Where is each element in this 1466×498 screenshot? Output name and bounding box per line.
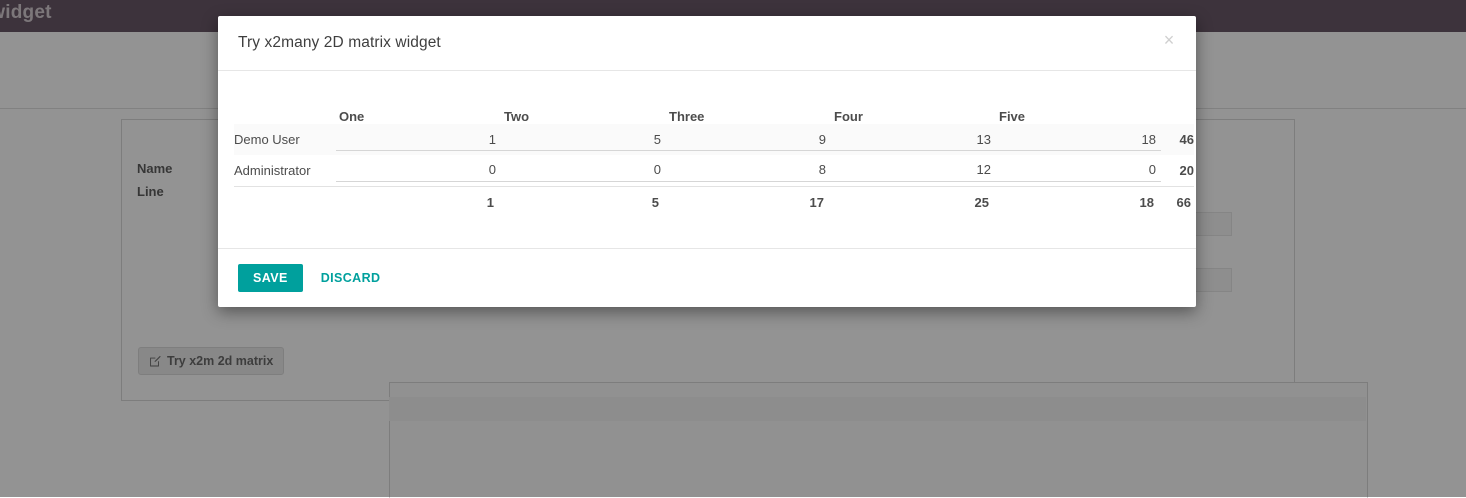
- matrix-foot: 1 5 17 25 18 66: [234, 185, 1194, 218]
- matrix-modal-dialog: Try x2many 2D matrix widget × One Two Th…: [218, 16, 1196, 307]
- matrix-input-demo-user-three[interactable]: [666, 128, 831, 151]
- modal-body: One Two Three Four Five Demo User: [218, 71, 1196, 248]
- matrix-column-header-five: Five: [999, 109, 1026, 124]
- matrix-row-label: Demo User: [234, 124, 336, 155]
- matrix-rowtotal-header: [1161, 97, 1194, 124]
- matrix-cell: [501, 155, 666, 186]
- matrix-input-administrator-four[interactable]: [831, 158, 996, 182]
- matrix-cell: [996, 155, 1161, 186]
- matrix-row-total: 20: [1179, 162, 1194, 178]
- matrix-body: Demo User 46 Administrator: [234, 124, 1194, 186]
- matrix-header-row: One Two Three Four Five: [234, 97, 1194, 124]
- matrix-column-total-one: 1: [336, 185, 501, 218]
- matrix-row-label: Administrator: [234, 162, 311, 178]
- matrix-column-total-five: 18: [996, 185, 1161, 218]
- matrix-cell: [666, 155, 831, 186]
- matrix-column-total-three: 17: [666, 185, 831, 218]
- matrix-cell: [831, 155, 996, 186]
- matrix-column-header-one: One: [339, 109, 365, 124]
- matrix-input-demo-user-five[interactable]: [996, 128, 1161, 151]
- matrix-rowlabel-header: [234, 97, 336, 124]
- matrix-cell: [666, 124, 831, 155]
- matrix-grand-total: 66: [1161, 185, 1194, 218]
- matrix-totals-spacer: [234, 185, 336, 218]
- matrix-cell: [996, 124, 1161, 155]
- discard-button[interactable]: DISCARD: [311, 264, 391, 292]
- matrix-table: One Two Three Four Five Demo User: [234, 97, 1194, 218]
- matrix-input-demo-user-four[interactable]: [831, 128, 996, 151]
- matrix-input-administrator-two[interactable]: [501, 158, 666, 182]
- matrix-cell: [831, 124, 996, 155]
- matrix-cell: [336, 124, 501, 155]
- matrix-row-total: 46: [1161, 124, 1194, 155]
- matrix-column-header-three: Three: [669, 109, 705, 124]
- matrix-cell: [336, 155, 501, 186]
- modal-title: Try x2many 2D matrix widget: [238, 34, 441, 51]
- modal-footer: SAVE DISCARD: [218, 248, 1196, 307]
- matrix-totals-row: 1 5 17 25 18 66: [234, 185, 1194, 218]
- table-row: Demo User 46: [234, 124, 1194, 155]
- matrix-input-administrator-five[interactable]: [996, 158, 1161, 182]
- matrix-input-demo-user-two[interactable]: [501, 128, 666, 151]
- matrix-head: One Two Three Four Five: [234, 97, 1194, 124]
- save-button[interactable]: SAVE: [238, 264, 303, 292]
- modal-header: Try x2many 2D matrix widget ×: [218, 16, 1196, 71]
- matrix-column-header-four: Four: [834, 109, 863, 124]
- matrix-input-administrator-one[interactable]: [336, 158, 501, 182]
- matrix-input-demo-user-one[interactable]: [336, 128, 501, 151]
- table-row: Administrator 20: [234, 155, 1194, 186]
- matrix-input-administrator-three[interactable]: [666, 158, 831, 182]
- matrix-column-total-four: 25: [831, 185, 996, 218]
- matrix-column-total-two: 5: [501, 185, 666, 218]
- matrix-column-header-two: Two: [504, 109, 530, 124]
- matrix-cell: [501, 124, 666, 155]
- close-icon[interactable]: ×: [1156, 27, 1182, 53]
